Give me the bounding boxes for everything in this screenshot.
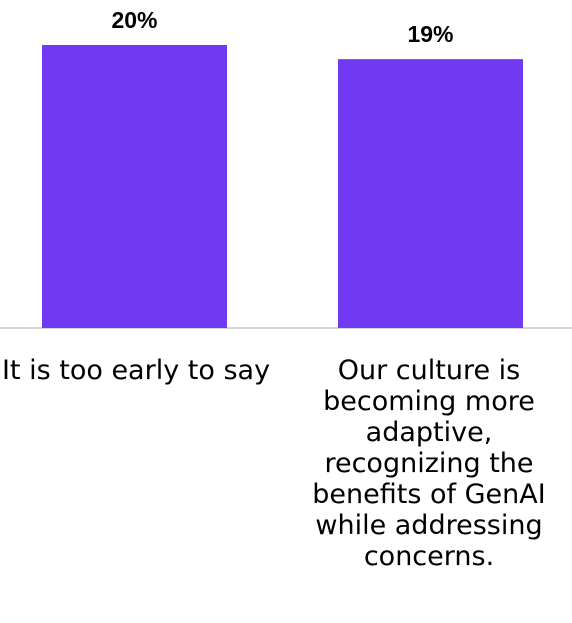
- bar-1: [338, 59, 523, 329]
- value-label-1: 19%: [407, 21, 453, 47]
- value-label-0: 20%: [111, 7, 157, 33]
- value-labels-layer: 20% 19%: [111, 7, 453, 47]
- category-label-too-early: It is too early to say: [1, 355, 271, 386]
- bars-layer: [42, 45, 523, 329]
- bar-0: [42, 45, 227, 328]
- category-label-culture-adaptive: Our culture is becoming more adaptive, r…: [312, 355, 546, 572]
